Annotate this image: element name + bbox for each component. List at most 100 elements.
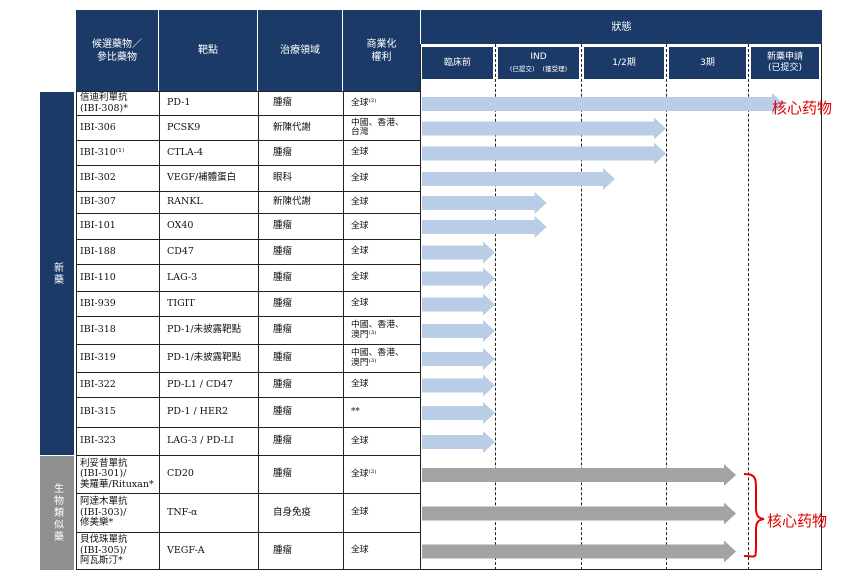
divider-status xyxy=(420,44,421,570)
table-row: IBI-318 PD-1/未披露靶點 腫瘤 中國、香港、 澳門⁽³⁾ xyxy=(76,317,420,345)
stage-sublabel: (已提交) (獲受理) xyxy=(509,64,568,73)
progress-arrow xyxy=(422,402,495,424)
table-top-border xyxy=(76,91,420,92)
progress-arrow xyxy=(422,540,736,563)
table-row: IBI-323 LAG-3 / PD-LI 腫瘤 全球 xyxy=(76,428,420,456)
target-cell: CD47 xyxy=(167,245,194,257)
area-cell: 腫瘤 xyxy=(273,271,293,283)
progress-arrow xyxy=(422,117,666,140)
progress-arrow xyxy=(422,267,495,290)
table-row: IBI-319 PD-1/未披露靶點 腫瘤 中國、香港、 澳門⁽³⁾ xyxy=(76,345,420,373)
area-cell: 腫瘤 xyxy=(273,245,293,257)
table-row: IBI-110 LAG-3 腫瘤 全球 xyxy=(76,265,420,292)
area-cell: 腫瘤 xyxy=(273,297,293,309)
target-cell: PD-1/未披露靶點 xyxy=(167,324,242,336)
area-cell: 腫瘤 xyxy=(273,352,293,364)
divider-area xyxy=(258,91,259,570)
target-cell: LAG-3 / PD-LI xyxy=(167,435,234,447)
target-cell: PD-L1 / CD47 xyxy=(167,378,233,390)
target-cell: PD-1/未披露靶點 xyxy=(167,352,242,364)
progress-arrow xyxy=(422,502,736,525)
header-status: 狀態 xyxy=(420,10,822,44)
target-cell: TIGIT xyxy=(167,297,195,309)
table-row: 利妥昔單抗 (IBI-301)/ 美羅華/Rituxan* CD20 腫瘤 全球⁽²⁾ xyxy=(76,456,420,494)
stage-header-1: 臨床前 xyxy=(422,47,493,79)
stage-label: 1/2期 xyxy=(612,57,636,68)
area-cell: 眼科 xyxy=(273,172,293,184)
stage-divider-3 xyxy=(666,44,667,570)
candidate-cell: IBI-315 xyxy=(80,406,116,418)
progress-arrow xyxy=(422,93,784,115)
rights-cell: 全球 xyxy=(351,379,369,390)
rights-cell: 全球 xyxy=(351,298,369,309)
candidate-cell: IBI-188 xyxy=(80,245,116,257)
area-cell: 新陳代謝 xyxy=(273,121,312,133)
stage-divider-2 xyxy=(581,44,582,570)
table-row: IBI-315 PD-1 / HER2 腫瘤 ** xyxy=(76,398,420,428)
divider-rights xyxy=(343,91,344,570)
progress-arrow xyxy=(422,241,495,264)
table-row: 阿達木單抗 (IBI-303)/ 修美樂* TNF-α 自身免疫 全球 xyxy=(76,494,420,533)
area-cell: 腫瘤 xyxy=(273,97,293,109)
stage-divider-4 xyxy=(748,44,749,570)
table-border-right xyxy=(821,44,822,570)
stage-divider-1 xyxy=(495,44,496,570)
core-drug-annotation-top: 核心药物 xyxy=(772,99,833,117)
candidate-cell: 信迪利單抗 (IBI-308)* xyxy=(80,92,128,114)
candidate-cell: IBI-310⁽¹⁾ xyxy=(80,146,125,158)
area-cell: 腫瘤 xyxy=(273,146,293,158)
area-cell: 腫瘤 xyxy=(273,220,293,232)
target-cell: CTLA-4 xyxy=(167,146,204,158)
header-area: 治療領域 xyxy=(258,10,343,91)
rights-cell: 全球⁽²⁾ xyxy=(351,468,377,479)
progress-arrow xyxy=(422,320,495,342)
table-row: 信迪利單抗 (IBI-308)* PD-1 腫瘤 全球⁽²⁾ xyxy=(76,92,420,116)
core-drug-annotation-bottom: 核心药物 xyxy=(767,512,828,530)
rights-cell: 中國、香港、 澳門⁽³⁾ xyxy=(351,320,404,340)
target-cell: VEGF/補體蛋白 xyxy=(167,172,237,184)
table-row: IBI-306 PCSK9 新陳代謝 中國、香港、 台灣 xyxy=(76,116,420,141)
table-border-left xyxy=(76,91,77,570)
target-cell: OX40 xyxy=(167,220,194,232)
area-cell: 腫瘤 xyxy=(273,406,293,418)
target-cell: LAG-3 xyxy=(167,271,198,283)
candidate-cell: IBI-939 xyxy=(80,297,116,309)
rights-cell: 中國、香港、 澳門⁽³⁾ xyxy=(351,348,404,368)
target-cell: PCSK9 xyxy=(167,121,201,133)
area-cell: 腫瘤 xyxy=(273,324,293,336)
candidate-cell: IBI-322 xyxy=(80,378,116,390)
area-cell: 新陳代謝 xyxy=(273,196,312,208)
rights-cell: 中國、香港、 台灣 xyxy=(351,117,404,137)
header-target: 靶點 xyxy=(159,10,258,91)
rights-cell: 全球 xyxy=(351,507,369,518)
progress-arrow xyxy=(422,216,547,238)
header-rights: 商業化 權利 xyxy=(343,10,420,91)
table-row: IBI-310⁽¹⁾ CTLA-4 腫瘤 全球 xyxy=(76,141,420,166)
stage-header-2: IND (已提交) (獲受理) xyxy=(498,47,579,79)
table-row: IBI-939 TIGIT 腫瘤 全球 xyxy=(76,292,420,317)
target-cell: RANKL xyxy=(167,196,203,208)
target-cell: VEGF-A xyxy=(167,544,205,556)
candidate-cell: IBI-318 xyxy=(80,324,116,336)
progress-arrow xyxy=(422,142,666,165)
table-row: IBI-101 OX40 腫瘤 全球 xyxy=(76,214,420,240)
candidate-cell: 利妥昔單抗 (IBI-301)/ 美羅華/Rituxan* xyxy=(80,457,154,490)
area-cell: 腫瘤 xyxy=(273,435,293,447)
area-cell: 自身免疫 xyxy=(273,506,312,518)
progress-arrow xyxy=(422,293,495,316)
target-cell: TNF-α xyxy=(167,506,198,518)
table-row: IBI-322 PD-L1 / CD47 腫瘤 全球 xyxy=(76,373,420,398)
stage-header-4: 3期 xyxy=(669,47,746,79)
stage-label: 臨床前 xyxy=(443,57,471,68)
stage-label: 3期 xyxy=(700,57,715,68)
progress-arrow xyxy=(422,431,495,453)
target-cell: PD-1 / HER2 xyxy=(167,406,229,418)
stage-label: IND xyxy=(530,51,547,62)
rights-cell: 全球 xyxy=(351,435,369,446)
divider-target xyxy=(159,91,160,570)
rights-cell: 全球 xyxy=(351,172,369,183)
candidate-cell: IBI-306 xyxy=(80,121,116,133)
table-bottom-border xyxy=(420,569,822,570)
